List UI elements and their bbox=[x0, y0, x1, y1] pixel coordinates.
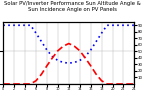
Text: Solar PV/Inverter Performance Sun Altitude Angle & Sun Incidence Angle on PV Pan: Solar PV/Inverter Performance Sun Altitu… bbox=[4, 1, 140, 12]
